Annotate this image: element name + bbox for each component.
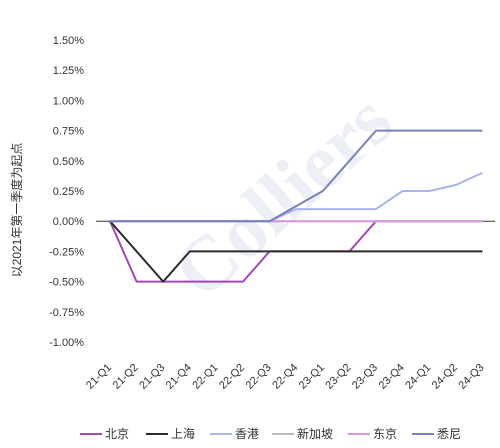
y-tick-label: 0.50% — [53, 156, 84, 168]
legend-label: 香港 — [235, 427, 259, 441]
y-tick-label: -1.00% — [49, 337, 84, 349]
x-tick-label: 21-Q1 — [84, 362, 114, 392]
x-tick-label: 22-Q2 — [217, 362, 247, 392]
y-tick-label: 0.75% — [53, 126, 84, 138]
x-tick-label: 23-Q2 — [323, 362, 353, 392]
legend-label: 北京 — [105, 427, 129, 441]
x-tick-label: 22-Q3 — [244, 362, 274, 392]
x-tick-label: 23-Q1 — [297, 362, 327, 392]
legend-item: 北京 — [80, 427, 129, 441]
x-tick-labels: 21-Q121-Q221-Q321-Q422-Q122-Q222-Q322-Q4… — [84, 362, 487, 392]
y-tick-label: -0.50% — [49, 277, 84, 289]
series-lines — [109, 129, 483, 283]
legend-item: 香港 — [210, 427, 259, 441]
y-tick-labels: -1.00% -0.75% -0.50% -0.25% 0.00% 0.25% 0.50% 0… — [49, 35, 84, 349]
y-tick-label: 0.25% — [53, 186, 84, 198]
legend-item: 新加坡 — [272, 426, 333, 441]
legend: 北京 上海 香港 新加坡 东京 悉尼 — [80, 426, 461, 441]
legend-item: 悉尼 — [412, 427, 461, 441]
x-tick-label: 24-Q1 — [403, 362, 433, 392]
x-tick-label: 23-Q4 — [377, 362, 407, 392]
legend-label: 悉尼 — [437, 427, 461, 441]
y-axis-label: 以2021年第一季度为起点 — [9, 143, 24, 278]
x-tick-label: 22-Q1 — [190, 362, 220, 392]
legend-item: 上海 — [146, 426, 195, 441]
y-tick-label: 1.00% — [53, 95, 84, 107]
watermark: Colliers — [157, 76, 408, 315]
series-line-上海 — [109, 220, 483, 283]
y-tick-label: -0.25% — [49, 246, 84, 258]
legend-label: 东京 — [373, 427, 397, 441]
x-tick-label: 21-Q4 — [164, 362, 194, 392]
y-tick-label: -0.75% — [49, 307, 84, 319]
y-tick-label: 1.50% — [53, 35, 84, 47]
legend-label: 上海 — [171, 426, 195, 441]
y-tick-label: 0.00% — [53, 216, 84, 228]
x-tick-label: 21-Q3 — [137, 362, 167, 392]
x-tick-label: 23-Q3 — [350, 362, 380, 392]
series-line-悉尼 — [110, 129, 483, 223]
x-tick-label: 24-Q3 — [456, 362, 486, 392]
y-tick-label: 1.25% — [53, 65, 84, 77]
x-tick-label: 22-Q4 — [270, 362, 300, 392]
legend-label: 新加坡 — [297, 426, 333, 441]
x-tick-label: 24-Q2 — [430, 362, 460, 392]
x-tick-label: 21-Q2 — [111, 362, 141, 392]
legend-item: 东京 — [348, 427, 397, 441]
